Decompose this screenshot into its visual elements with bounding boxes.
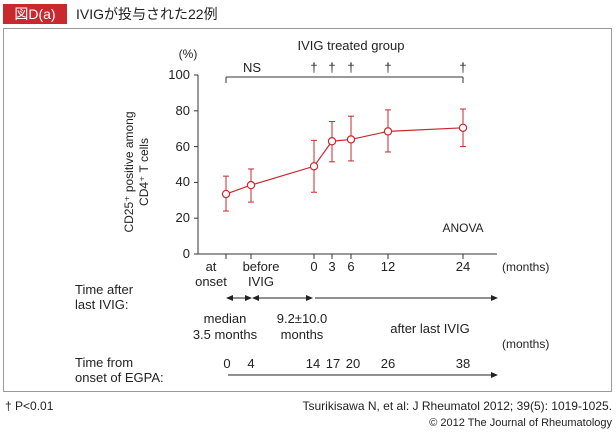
y-tick-label: 80 <box>176 103 190 118</box>
group-label: IVIG treated group <box>298 38 405 53</box>
significance-marker: † <box>310 60 317 75</box>
x-tick-label: IVIG <box>248 274 274 289</box>
footnote: † P<0.01 <box>5 399 54 413</box>
onset-month-value: 17 <box>326 356 340 371</box>
y-axis-title-line1: CD25⁺ positive among <box>122 111 136 232</box>
y-tick-label: 100 <box>168 67 190 82</box>
onset-month-value: 0 <box>223 356 230 371</box>
seg2-label: 9.2±10.0 <box>277 311 328 326</box>
months-label: (months) <box>502 337 549 351</box>
onset-month-value: 20 <box>346 356 360 371</box>
data-point <box>383 127 393 136</box>
figure-title: IVIGが投与された22例 <box>76 6 218 22</box>
citation: Tsurikisawa N, et al: J Rheumatol 2012; … <box>302 399 613 413</box>
y-unit-label: (%) <box>179 47 198 61</box>
onset-month-value: 14 <box>306 356 320 371</box>
significance-marker: † <box>328 60 335 75</box>
x-tick-label: 12 <box>381 259 395 274</box>
data-point <box>221 189 231 199</box>
y-tick-label: 60 <box>176 139 190 154</box>
x-tick-label: onset <box>195 274 227 289</box>
significance-marker: † <box>384 60 391 75</box>
figure-frame <box>3 28 612 392</box>
after-ivig-label-line2: last IVIG: <box>75 297 128 312</box>
anova-label: ANOVA <box>442 221 483 235</box>
x-tick-label: 3 <box>328 259 335 274</box>
seg2-label: months <box>281 327 324 342</box>
onset-label-line2: onset of EGPA: <box>75 370 164 385</box>
y-tick-label: 40 <box>176 174 190 189</box>
data-point <box>327 137 337 146</box>
seg3-label: after last IVIG <box>390 321 469 336</box>
data-point <box>346 135 356 144</box>
x-tick-label: before <box>243 259 280 274</box>
significance-marker: † <box>459 60 466 75</box>
figure-tag: 図D(a) <box>3 4 67 24</box>
y-tick-label: 20 <box>176 210 190 225</box>
onset-label-line1: Time from <box>75 355 133 370</box>
y-axis-title-line2: CD4⁺ T cells <box>137 138 151 206</box>
data-point <box>246 180 256 190</box>
copyright: © 2012 The Journal of Rheumatology <box>429 417 612 429</box>
onset-month-value: 38 <box>456 356 470 371</box>
y-tick-label: 0 <box>183 246 190 261</box>
seg1-label: 3.5 months <box>193 327 258 342</box>
x-tick-marks <box>225 254 464 259</box>
x-tick-label: 0 <box>310 259 317 274</box>
data-point <box>309 162 319 171</box>
x-tick-label: 24 <box>456 259 470 274</box>
x-tick-label: at <box>206 259 217 274</box>
onset-month-value: 4 <box>247 356 254 371</box>
x-tick-label: 6 <box>347 259 354 274</box>
y-tick-marks <box>194 74 198 255</box>
series-line <box>225 127 464 195</box>
significance-marker: NS <box>243 60 261 75</box>
data-point <box>458 123 468 133</box>
seg1-label: median <box>204 311 247 326</box>
after-ivig-label-line1: Time after <box>75 282 134 297</box>
x-unit-label: (months) <box>502 260 549 274</box>
significance-marker: † <box>347 60 354 75</box>
series-layer <box>221 108 468 212</box>
onset-month-value: 26 <box>381 356 395 371</box>
